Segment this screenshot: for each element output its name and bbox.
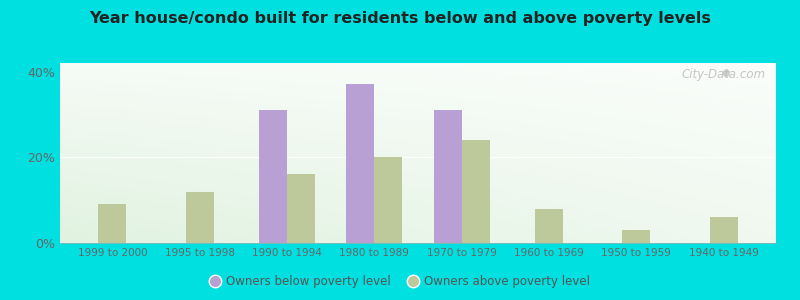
- Bar: [186, 192, 214, 243]
- Bar: [535, 209, 563, 243]
- Text: ●: ●: [721, 68, 730, 78]
- Bar: [98, 204, 126, 243]
- Bar: [287, 174, 315, 243]
- Bar: [259, 110, 287, 243]
- Bar: [462, 140, 490, 243]
- Bar: [710, 217, 738, 243]
- Text: Year house/condo built for residents below and above poverty levels: Year house/condo built for residents bel…: [89, 11, 711, 26]
- Bar: [346, 84, 374, 243]
- Bar: [622, 230, 650, 243]
- Legend: Owners below poverty level, Owners above poverty level: Owners below poverty level, Owners above…: [206, 270, 594, 292]
- Bar: [374, 157, 402, 243]
- Bar: [434, 110, 462, 243]
- Text: City-Data.com: City-Data.com: [681, 68, 766, 81]
